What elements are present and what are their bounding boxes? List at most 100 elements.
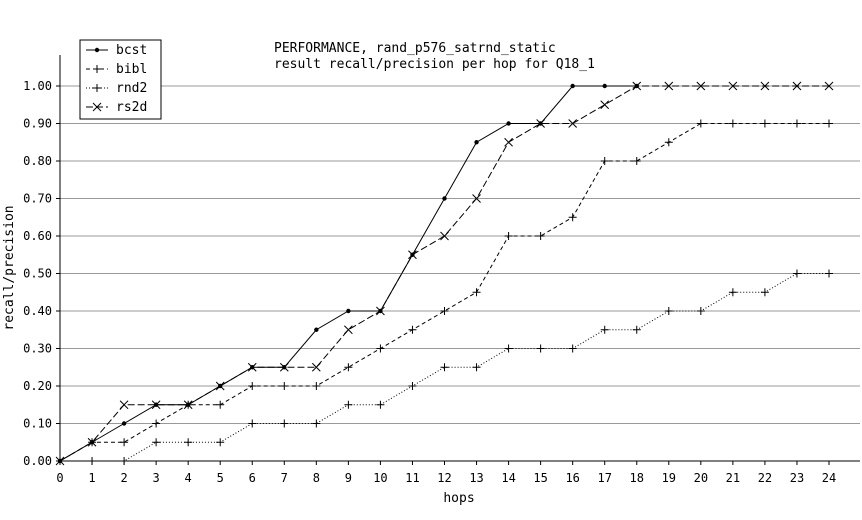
data-point-rnd2: [632, 325, 641, 334]
x-tick-label: 5: [217, 471, 224, 485]
data-point-rnd2: [600, 325, 609, 334]
data-point-rs2d: [504, 137, 513, 147]
data-point-rs2d: [311, 362, 321, 372]
series-rnd2: [56, 269, 833, 465]
legend-label: rnd2: [116, 81, 147, 96]
data-point-rnd2: [760, 288, 769, 297]
data-point-rs2d: [824, 81, 834, 91]
x-tick-label: 6: [249, 471, 256, 485]
x-tick-label: 3: [153, 471, 160, 485]
data-point-bibl: [632, 157, 641, 165]
series-lines: [55, 81, 834, 466]
legend-item-bcst: bcst: [86, 43, 147, 58]
legend-label: bibl: [116, 62, 147, 77]
series-rs2d: [55, 81, 834, 466]
data-point-rs2d: [55, 456, 65, 466]
data-point-bibl: [152, 419, 161, 428]
y-tick-label: 1.00: [23, 79, 52, 93]
data-point-bcst: [314, 327, 319, 332]
data-point-bcst: [442, 196, 447, 201]
data-point-rs2d: [760, 81, 770, 91]
data-point-rnd2: [120, 457, 129, 465]
data-point-rs2d: [632, 81, 642, 91]
legend-marker: [93, 65, 101, 73]
y-axis-title: recall/precision: [2, 205, 17, 330]
data-point-bcst: [570, 83, 575, 89]
x-tick-label: 10: [373, 471, 387, 485]
legend-item-rnd2: rnd2: [86, 81, 147, 96]
x-tick-label: 17: [597, 471, 611, 485]
data-point-rnd2: [152, 438, 161, 447]
y-tick-labels: 0.00 0.10 0.20 0.30 0.40 0.50 0.60 0.70 0.80 0.90…: [23, 79, 52, 468]
x-tick-label: 23: [790, 471, 804, 485]
data-point-bcst: [602, 83, 607, 89]
x-tick-label: 21: [726, 471, 740, 485]
data-point-bibl: [280, 382, 289, 390]
legend-label: bcst: [116, 43, 147, 58]
data-point-bcst: [474, 140, 479, 145]
data-point-rs2d: [568, 119, 578, 128]
data-point-bibl: [696, 119, 705, 128]
data-point-rs2d: [792, 81, 802, 91]
data-point-bcst: [506, 121, 511, 126]
series-bibl: [56, 119, 833, 465]
data-point-rnd2: [792, 269, 801, 278]
x-tick-label: 22: [758, 471, 772, 485]
x-tick-label: 8: [313, 471, 320, 485]
legend-marker: [93, 84, 101, 92]
chart-title: PERFORMANCE, rand_p576_satrnd_static: [274, 41, 556, 56]
data-point-bibl: [600, 157, 609, 165]
data-point-rs2d: [215, 381, 225, 391]
y-tick-label: 0.80: [23, 154, 52, 168]
x-tick-label: 12: [437, 471, 451, 485]
data-point-rnd2: [440, 363, 449, 372]
data-point-rs2d: [728, 81, 738, 91]
legend-box: [79, 39, 162, 120]
data-point-bibl: [792, 119, 801, 128]
data-point-bibl: [536, 232, 545, 240]
data-point-bcst: [346, 308, 351, 314]
data-point-rnd2: [472, 363, 481, 372]
data-point-rnd2: [728, 288, 737, 297]
x-tick-label: 24: [822, 471, 836, 485]
legend-marker: [94, 47, 100, 53]
x-tick-label: 2: [120, 471, 127, 485]
data-point-rnd2: [536, 344, 545, 353]
legend-item-bibl: bibl: [86, 62, 147, 77]
data-point-rnd2: [825, 269, 833, 278]
data-point-rnd2: [376, 400, 385, 409]
data-point-bibl: [376, 344, 385, 353]
data-point-rnd2: [248, 419, 257, 428]
x-tick-label: 15: [533, 471, 547, 485]
y-tick-label: 0.40: [23, 304, 52, 318]
x-tick-label: 18: [630, 471, 644, 485]
gridlines: [60, 85, 860, 424]
x-tick-label: 11: [405, 471, 419, 485]
data-point-rnd2: [344, 400, 353, 409]
data-point-bibl: [568, 213, 577, 222]
x-tick-label: 13: [469, 471, 483, 485]
data-point-rs2d: [536, 119, 545, 128]
x-tick-label: 4: [185, 471, 192, 485]
data-point-rnd2: [696, 307, 705, 315]
data-point-rnd2: [184, 438, 193, 447]
x-tick-labels: 0 1 2 3 4 5 6 7 8 9 10 11 12 13 14 15 16 17 18 19 20 21 22 23 24: [56, 471, 836, 485]
data-point-bibl: [825, 119, 833, 128]
data-point-rs2d: [183, 400, 193, 410]
axes: [56, 55, 860, 465]
x-tick-label: 0: [56, 471, 63, 485]
data-point-rnd2: [504, 344, 513, 353]
y-tick-label: 0.90: [23, 117, 52, 131]
data-point-rs2d: [87, 437, 97, 447]
data-point-bibl: [472, 288, 481, 297]
data-point-rnd2: [280, 419, 289, 428]
data-point-rnd2: [88, 457, 97, 465]
x-tick-label: 1: [88, 471, 95, 485]
data-point-rs2d: [440, 231, 449, 241]
data-point-rs2d: [696, 81, 706, 91]
data-point-rnd2: [664, 307, 673, 315]
y-tick-label: 0.20: [23, 379, 52, 393]
x-tick-label: 9: [345, 471, 352, 485]
data-point-bibl: [440, 307, 449, 315]
